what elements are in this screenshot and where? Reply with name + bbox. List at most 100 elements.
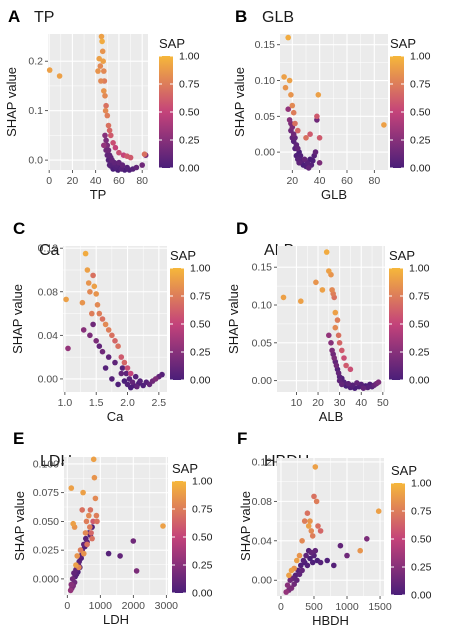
x-tick-label: 0 — [46, 175, 52, 187]
y-tick-label: 0.08 — [38, 286, 59, 298]
colorbar-tick-label: 0.50 — [410, 107, 431, 119]
scatter-point — [313, 498, 320, 505]
y-axis-label: SHAP value — [4, 67, 19, 137]
scatter-point — [119, 365, 126, 371]
x-tick-label: 10 — [291, 397, 303, 409]
y-axis-label: SHAP value — [12, 491, 27, 561]
colorbar-tick-label: 0.25 — [411, 562, 432, 574]
scatter-point — [124, 365, 131, 371]
scatter-point — [381, 122, 387, 128]
scatter-point — [291, 581, 298, 587]
y-axis-label: SHAP value — [232, 67, 247, 137]
scatter-point — [106, 127, 113, 134]
scatter-point — [94, 518, 100, 525]
scatter-point — [307, 555, 313, 562]
scatter-point — [102, 93, 108, 99]
scatter-point — [105, 354, 112, 360]
y-tick-label: 0.1 — [28, 105, 43, 117]
y-tick-label: 0.12 — [38, 243, 59, 255]
scatter-point — [96, 310, 103, 317]
scatter-point — [99, 348, 106, 355]
scatter-point — [288, 567, 295, 574]
y-tick-label: 0.15 — [255, 39, 276, 51]
scatter-point — [341, 355, 347, 361]
colorbar-tick-label: 0.00 — [179, 163, 200, 175]
scatter-point — [290, 109, 297, 116]
scatter-point — [112, 338, 118, 344]
scatter-point — [90, 321, 96, 328]
x-axis-label: Ca — [107, 409, 124, 424]
scatter-point — [290, 131, 297, 137]
scatter-point — [326, 332, 332, 339]
scatter-point — [375, 508, 382, 514]
plot-area — [48, 34, 148, 170]
scatter-point — [319, 287, 326, 293]
scatter-point — [124, 381, 131, 388]
scatter-point — [357, 547, 364, 554]
scatter-point — [84, 267, 91, 273]
scatter-point — [283, 589, 290, 595]
colorbar-tick-label: 0.25 — [409, 347, 430, 359]
scatter-point — [84, 541, 90, 548]
scatter-point — [99, 316, 106, 322]
colorbar-tick-label: 1.00 — [411, 478, 432, 490]
colorbar — [170, 268, 184, 380]
colorbar-tick-label: 0.25 — [190, 347, 211, 359]
colorbar-tick-label: 0.25 — [179, 135, 200, 147]
x-tick-label: 1.0 — [58, 397, 73, 409]
colorbar-tick-label: 0.50 — [179, 107, 200, 119]
legend-title: SAP — [391, 463, 417, 478]
scatter-point — [104, 112, 111, 119]
scatter-point — [329, 347, 335, 354]
scatter-point — [109, 157, 115, 163]
scatter-point — [344, 552, 350, 559]
scatter-point — [317, 559, 324, 566]
scatter-point — [324, 557, 331, 564]
scatter-point — [294, 577, 300, 583]
y-axis-label: SHAP value — [10, 284, 25, 354]
colorbar-tick-label: 0.25 — [410, 135, 431, 147]
y-tick-label: 0.12 — [252, 456, 273, 468]
colorbar — [391, 483, 405, 595]
scatter-point — [299, 538, 305, 544]
scatter-point — [334, 317, 341, 323]
scatter-point — [73, 562, 79, 568]
colorbar-tick-label: 1.00 — [410, 51, 431, 63]
scatter-point — [108, 132, 114, 139]
scatter-point — [118, 354, 125, 360]
scatter-point — [315, 92, 322, 98]
scatter-point — [292, 120, 298, 127]
x-tick-label: 0 — [278, 601, 284, 613]
y-tick-label: 0.025 — [33, 545, 59, 557]
scatter-point — [116, 149, 122, 156]
scatter-point — [102, 365, 109, 371]
scatter-point — [364, 536, 370, 542]
scatter-point — [105, 327, 112, 333]
scatter-point — [87, 524, 93, 530]
y-axis-label: SHAP value — [238, 491, 253, 561]
x-axis-label: TP — [90, 187, 107, 202]
x-tick-label: 20 — [312, 397, 324, 409]
scatter-point — [98, 78, 104, 84]
y-tick-label: 0.075 — [33, 487, 59, 499]
panel-e: E LDH 0 1000 2000 3000 0.000 0.025 0.050 0.075 0.1… — [12, 429, 213, 627]
scatter-point — [85, 280, 92, 286]
scatter-point — [305, 523, 312, 529]
scatter-point — [304, 562, 311, 569]
scatter-point — [99, 48, 106, 55]
scatter-point — [137, 378, 143, 384]
scatter-point — [303, 552, 309, 559]
x-tick-label: 2000 — [122, 600, 146, 612]
scatter-point — [286, 117, 293, 123]
scatter-point — [119, 162, 126, 168]
scatter-point — [296, 552, 303, 559]
scatter-point — [354, 380, 360, 386]
x-axis-label: LDH — [103, 612, 129, 627]
scatter-point — [98, 33, 105, 40]
scatter-point — [80, 489, 86, 496]
panel-a: A TP 0 20 40 60 80 0.0 0.1 0.2 TP SHAP value SAP1.00… — [4, 7, 200, 202]
scatter-point — [343, 362, 349, 369]
scatter-point — [77, 547, 84, 553]
colorbar-tick-label: 1.00 — [190, 263, 211, 275]
